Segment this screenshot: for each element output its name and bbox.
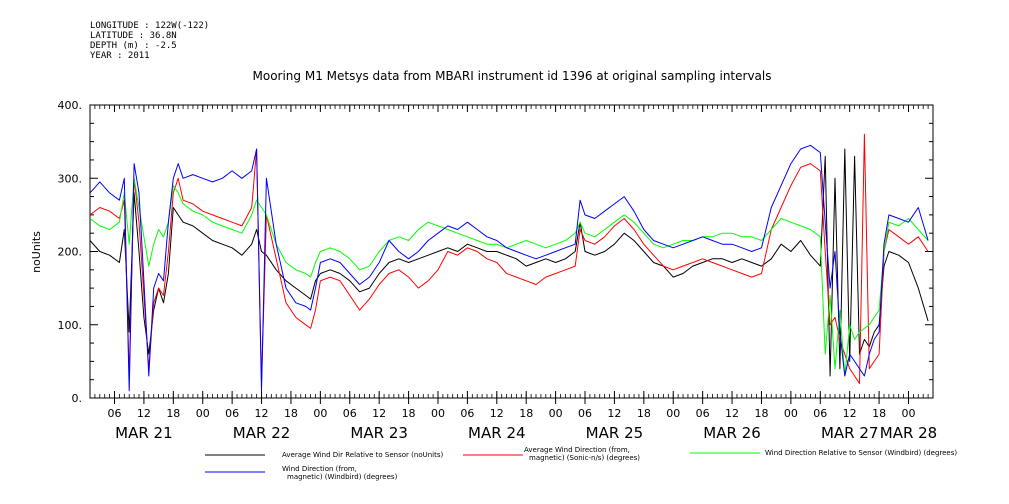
x-tick-label: 06: [108, 407, 122, 420]
series-line-1: [89, 148, 929, 377]
year-label: YEAR : 2011: [90, 51, 150, 61]
y-axis-label: noUnits: [30, 231, 43, 273]
x-date-label: MAR 21: [115, 424, 172, 442]
legend-label-3: Wind Direction Relative to Sensor (Windb…: [765, 449, 957, 457]
x-tick-label: 00: [666, 407, 680, 420]
series-line-3: [89, 177, 929, 377]
x-date-label: MAR 25: [586, 424, 643, 442]
x-tick-label: 18: [872, 407, 886, 420]
latitude-label: LATITUDE : 36.8N: [90, 31, 177, 41]
x-tick-label: 12: [137, 407, 151, 420]
legend-label-2: magnetic) (Sonic-n/s) (degrees): [529, 454, 640, 462]
x-tick-label: 12: [255, 407, 269, 420]
x-tick-label: 18: [284, 407, 298, 420]
x-date-label: MAR 22: [233, 424, 290, 442]
legend-label-4: Wind Direction (from,: [282, 465, 357, 473]
y-tick-label: 400.: [58, 99, 83, 112]
x-tick-label: 00: [196, 407, 210, 420]
x-tick-label: 00: [901, 407, 915, 420]
series-line-4: [89, 144, 929, 392]
x-date-label: MAR 26: [703, 424, 760, 442]
x-tick-label: 12: [843, 407, 857, 420]
x-tick-label: 06: [696, 407, 710, 420]
x-date-label: MAR 23: [350, 424, 407, 442]
y-tick-label: 100.: [58, 319, 83, 332]
y-tick-label: 0.: [72, 392, 83, 405]
x-tick-label: 12: [372, 407, 386, 420]
x-tick-label: 06: [225, 407, 239, 420]
x-tick-label: 00: [549, 407, 563, 420]
x-tick-label: 06: [460, 407, 474, 420]
y-tick-label: 200.: [58, 246, 83, 259]
y-tick-label: 300.: [58, 172, 83, 185]
x-tick-label: 18: [166, 407, 180, 420]
legend-label-4: magnetic) (Windbird) (degrees): [287, 473, 398, 481]
depth-label: DEPTH (m) : -2.5: [90, 41, 177, 51]
x-date-label: MAR 27: [821, 424, 878, 442]
chart-title: Mooring M1 Metsys data from MBARI instru…: [253, 69, 772, 83]
x-tick-label: 06: [813, 407, 827, 420]
x-tick-label: 12: [607, 407, 621, 420]
x-tick-label: 18: [637, 407, 651, 420]
legend-label-2: Average Wind Direction (from,: [524, 446, 630, 454]
series-line-2: [89, 133, 929, 384]
x-tick-label: 00: [313, 407, 327, 420]
x-date-label: MAR 28: [880, 424, 937, 442]
x-tick-label: 12: [490, 407, 504, 420]
longitude-label: LONGITUDE : 122W(-122): [90, 21, 210, 31]
x-tick-label: 18: [754, 407, 768, 420]
x-tick-label: 00: [431, 407, 445, 420]
x-tick-label: 18: [402, 407, 416, 420]
legend-label-1: Average Wind Dir Relative to Sensor (noU…: [282, 451, 443, 459]
x-tick-label: 06: [343, 407, 357, 420]
x-tick-label: 18: [519, 407, 533, 420]
x-tick-label: 06: [578, 407, 592, 420]
x-date-label: MAR 24: [468, 424, 525, 442]
x-tick-label: 12: [725, 407, 739, 420]
plot-frame: [89, 104, 934, 399]
x-tick-label: 00: [784, 407, 798, 420]
